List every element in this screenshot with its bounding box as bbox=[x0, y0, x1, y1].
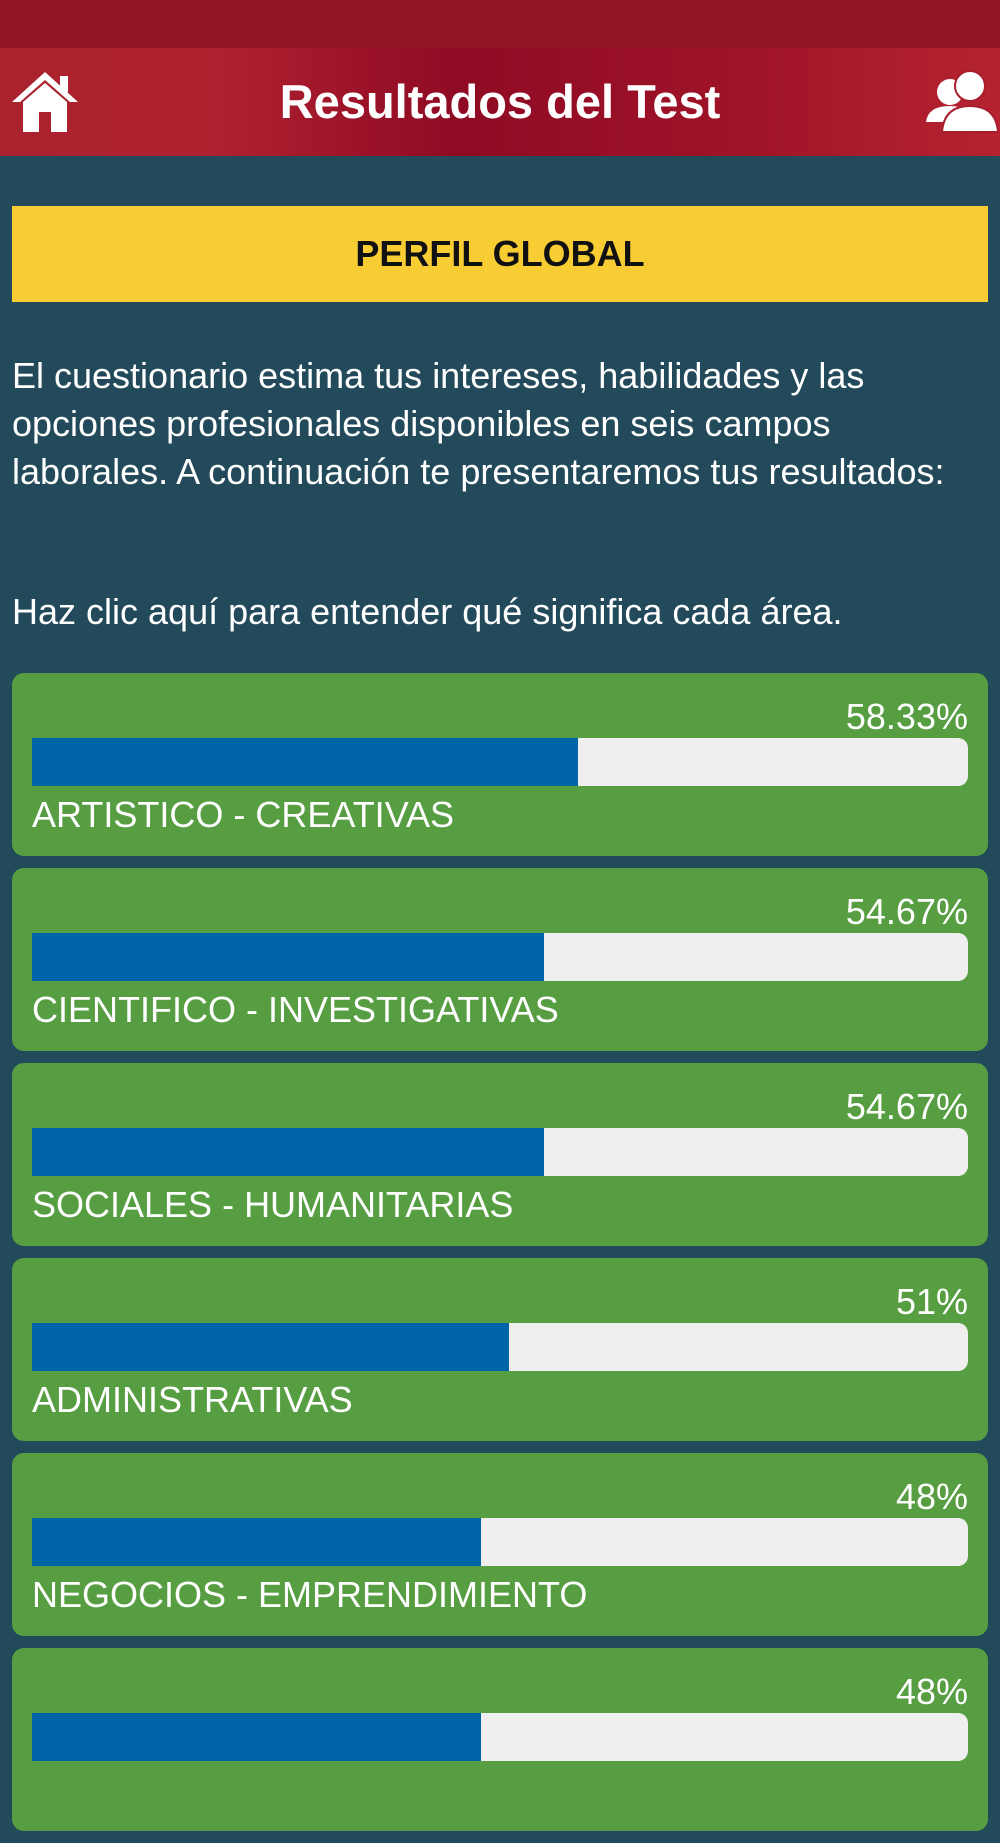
result-percentage: 54.67% bbox=[845, 1086, 968, 1127]
intro-text: El cuestionario estima tus intereses, ha… bbox=[12, 355, 945, 492]
result-card[interactable]: 51% ADMINISTRATIVAS bbox=[12, 1258, 988, 1441]
result-label: CIENTIFICO - INVESTIGATIVAS bbox=[32, 989, 559, 1030]
result-percentage: 48% bbox=[895, 1671, 968, 1712]
users-button[interactable] bbox=[922, 66, 1000, 136]
result-percentage: 51% bbox=[895, 1281, 968, 1322]
result-percentage: 48% bbox=[895, 1476, 968, 1517]
result-progress-track bbox=[32, 1518, 968, 1566]
home-button[interactable] bbox=[10, 66, 80, 136]
result-progress-fill bbox=[32, 738, 578, 786]
area-help-link[interactable]: Haz clic aquí para entender qué signific… bbox=[12, 591, 843, 632]
users-icon bbox=[926, 70, 1000, 133]
result-progress-fill bbox=[32, 1518, 482, 1566]
result-progress-track bbox=[32, 1713, 968, 1761]
global-profile-banner: PERFIL GLOBAL bbox=[12, 206, 988, 302]
results-list: 58.33% ARTISTICO - CREATIVAS 54.67% CIENTIF… bbox=[12, 673, 988, 1843]
result-label: ARTISTICO - CREATIVAS bbox=[32, 794, 455, 835]
result-progress-fill bbox=[32, 1323, 510, 1371]
result-label: ADMINISTRATIVAS bbox=[32, 1379, 353, 1420]
result-card[interactable]: 48% NEGOCIOS - EMPRENDIMIENTO bbox=[12, 1453, 988, 1636]
result-card[interactable]: 48% bbox=[12, 1648, 988, 1831]
result-label: NEGOCIOS - EMPRENDIMIENTO bbox=[32, 1574, 588, 1615]
result-progress-track bbox=[32, 933, 968, 981]
result-progress-track bbox=[32, 738, 968, 786]
result-card[interactable]: 54.67% SOCIALES - HUMANITARIAS bbox=[12, 1063, 988, 1246]
result-progress-track bbox=[32, 1128, 968, 1176]
result-card[interactable]: 54.67% CIENTIFICO - INVESTIGATIVAS bbox=[12, 868, 988, 1051]
result-card[interactable]: 58.33% ARTISTICO - CREATIVAS bbox=[12, 673, 988, 856]
result-label: SOCIALES - HUMANITARIAS bbox=[32, 1184, 514, 1225]
result-progress-track bbox=[32, 1323, 968, 1371]
result-progress-fill bbox=[32, 933, 544, 981]
page-title: Resultados del Test bbox=[279, 75, 721, 128]
app-header: Resultados del Test bbox=[0, 48, 1000, 156]
result-progress-fill bbox=[32, 1128, 544, 1176]
result-percentage: 58.33% bbox=[845, 696, 968, 737]
status-bar bbox=[0, 0, 1000, 48]
result-progress-fill bbox=[32, 1713, 482, 1761]
result-percentage: 54.67% bbox=[845, 891, 968, 932]
home-icon bbox=[12, 72, 78, 132]
